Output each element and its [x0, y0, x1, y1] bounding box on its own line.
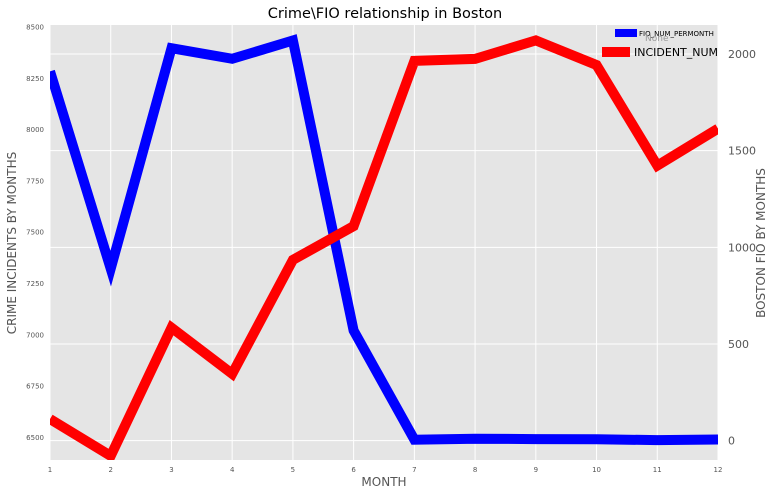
left-tick-label: 8000	[26, 126, 44, 134]
x-tick-label: 6	[351, 466, 356, 474]
x-tick-label: 1	[48, 466, 52, 474]
x-tick-label: 8	[473, 466, 477, 474]
x-axis-label: MONTH	[361, 475, 406, 489]
right-tick-label: 1500	[728, 145, 756, 158]
right-axis-ticks: 0 500 1000 1500 2000	[728, 48, 756, 448]
left-axis-label: CRIME INCIDENTS BY MONTHS	[5, 152, 19, 334]
x-tick-label: 4	[230, 466, 235, 474]
x-tick-label: 9	[534, 466, 538, 474]
legend-swatch-fio	[615, 29, 637, 37]
right-tick-label: 500	[728, 338, 749, 351]
series-line-incident-num	[50, 35, 718, 460]
x-axis-ticks: 1 2 3 4 5 6 7 8 9 10 11 12	[48, 466, 723, 474]
x-tick-label: 7	[412, 466, 416, 474]
chart-title: Crime\FIO relationship in Boston	[268, 6, 502, 22]
left-tick-label: 6500	[26, 434, 44, 442]
x-tick-label: 5	[291, 466, 295, 474]
left-tick-label: 7750	[26, 177, 44, 185]
left-tick-label: 8500	[26, 24, 44, 32]
x-tick-label: 2	[108, 466, 112, 474]
left-tick-label: 8250	[26, 75, 44, 83]
grid	[49, 25, 719, 460]
x-tick-label: 11	[653, 466, 662, 474]
left-tick-label: 7250	[26, 280, 44, 288]
legend-label-fio: FIO_NUM_PERMONTH	[639, 30, 714, 38]
x-tick-label: 3	[169, 466, 173, 474]
x-tick-label: 12	[714, 466, 723, 474]
left-tick-label: 7000	[26, 331, 44, 339]
legend-label-incident: INCIDENT_NUM	[634, 46, 718, 59]
left-axis-ticks: 6500 6750 7000 7250 7500 7750 8000 8250 8500	[26, 24, 44, 442]
x-tick-label: 10	[592, 466, 601, 474]
legend: FIO_NUM_PERMONTH None INCIDENT_NUM	[602, 29, 718, 59]
left-tick-label: 7500	[26, 229, 44, 237]
series-line-fio-num-permonth	[50, 34, 718, 446]
right-tick-label: 1000	[728, 241, 756, 254]
series-group	[50, 34, 718, 460]
right-axis-label: BOSTON FIO BY MONTHS	[754, 168, 768, 318]
right-tick-label: 2000	[728, 48, 756, 61]
legend-swatch-incident	[602, 47, 630, 57]
legend-title: None	[645, 34, 669, 44]
right-tick-label: 0	[728, 435, 735, 448]
left-tick-label: 6750	[26, 383, 44, 391]
